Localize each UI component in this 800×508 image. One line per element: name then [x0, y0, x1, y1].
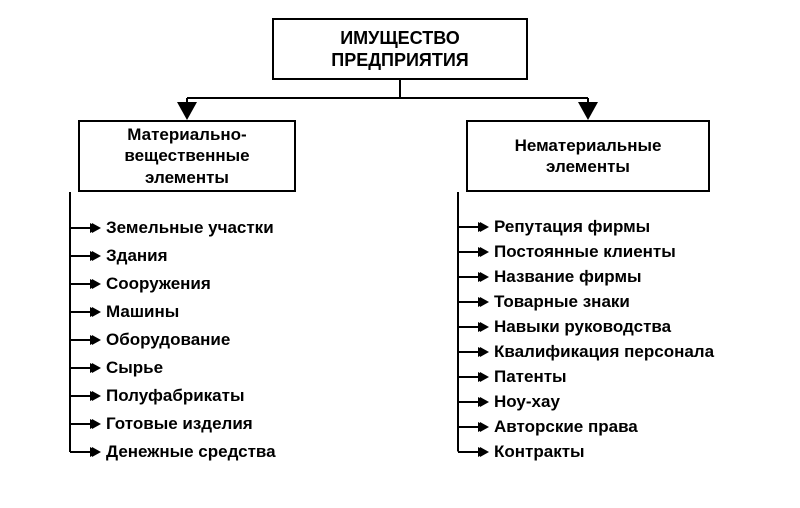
arrow-right-icon — [70, 382, 100, 410]
list-item: Навыки руководства — [458, 314, 714, 339]
branch-list: Земельные участки Здания Сооружения Машины О… — [70, 214, 276, 466]
branch-node: Нематериальныеэлементы — [466, 120, 710, 192]
list-item-label: Квалификация персонала — [494, 342, 714, 362]
arrow-right-icon — [458, 314, 488, 339]
list-item: Здания — [70, 242, 276, 270]
list-item-label: Репутация фирмы — [494, 217, 650, 237]
list-item-label: Патенты — [494, 367, 567, 387]
branch-label: Нематериальныеэлементы — [515, 135, 662, 178]
list-item: Машины — [70, 298, 276, 326]
arrow-right-icon — [70, 326, 100, 354]
list-item-label: Название фирмы — [494, 267, 642, 287]
list-item: Название фирмы — [458, 264, 714, 289]
branch-label: Материально-вещественныеэлементы — [124, 124, 249, 188]
list-item-label: Земельные участки — [106, 218, 274, 238]
arrow-right-icon — [458, 289, 488, 314]
arrow-right-icon — [458, 239, 488, 264]
arrow-right-icon — [458, 414, 488, 439]
list-item: Патенты — [458, 364, 714, 389]
list-item-label: Полуфабрикаты — [106, 386, 244, 406]
list-item: Квалификация персонала — [458, 339, 714, 364]
list-item: Сырье — [70, 354, 276, 382]
arrow-right-icon — [70, 298, 100, 326]
list-item-label: Сооружения — [106, 274, 211, 294]
arrow-right-icon — [458, 264, 488, 289]
list-item: Ноу-хау — [458, 389, 714, 414]
list-item: Контракты — [458, 439, 714, 464]
list-item-label: Ноу-хау — [494, 392, 560, 412]
root-node: ИМУЩЕСТВОПРЕДПРИЯТИЯ — [272, 18, 528, 80]
list-item: Денежные средства — [70, 438, 276, 466]
arrow-right-icon — [458, 214, 488, 239]
list-item-label: Машины — [106, 302, 179, 322]
list-item-label: Товарные знаки — [494, 292, 630, 312]
root-label: ИМУЩЕСТВОПРЕДПРИЯТИЯ — [331, 27, 468, 72]
list-item: Постоянные клиенты — [458, 239, 714, 264]
list-item: Полуфабрикаты — [70, 382, 276, 410]
list-item-label: Авторские права — [494, 417, 638, 437]
arrow-right-icon — [458, 439, 488, 464]
arrow-right-icon — [70, 354, 100, 382]
arrow-right-icon — [70, 270, 100, 298]
arrow-right-icon — [70, 242, 100, 270]
list-item: Готовые изделия — [70, 410, 276, 438]
arrow-right-icon — [458, 339, 488, 364]
list-item: Товарные знаки — [458, 289, 714, 314]
list-item-label: Сырье — [106, 358, 163, 378]
arrow-right-icon — [70, 438, 100, 466]
arrow-right-icon — [70, 214, 100, 242]
list-item-label: Навыки руководства — [494, 317, 671, 337]
arrow-right-icon — [458, 364, 488, 389]
list-item: Репутация фирмы — [458, 214, 714, 239]
list-item-label: Здания — [106, 246, 168, 266]
list-item-label: Денежные средства — [106, 442, 276, 462]
list-item-label: Контракты — [494, 442, 585, 462]
arrow-right-icon — [70, 410, 100, 438]
list-item: Земельные участки — [70, 214, 276, 242]
list-item-label: Постоянные клиенты — [494, 242, 676, 262]
list-item: Авторские права — [458, 414, 714, 439]
list-item: Сооружения — [70, 270, 276, 298]
list-item: Оборудование — [70, 326, 276, 354]
branch-node: Материально-вещественныеэлементы — [78, 120, 296, 192]
arrow-right-icon — [458, 389, 488, 414]
list-item-label: Готовые изделия — [106, 414, 253, 434]
list-item-label: Оборудование — [106, 330, 230, 350]
branch-list: Репутация фирмы Постоянные клиенты Названи… — [458, 214, 714, 464]
